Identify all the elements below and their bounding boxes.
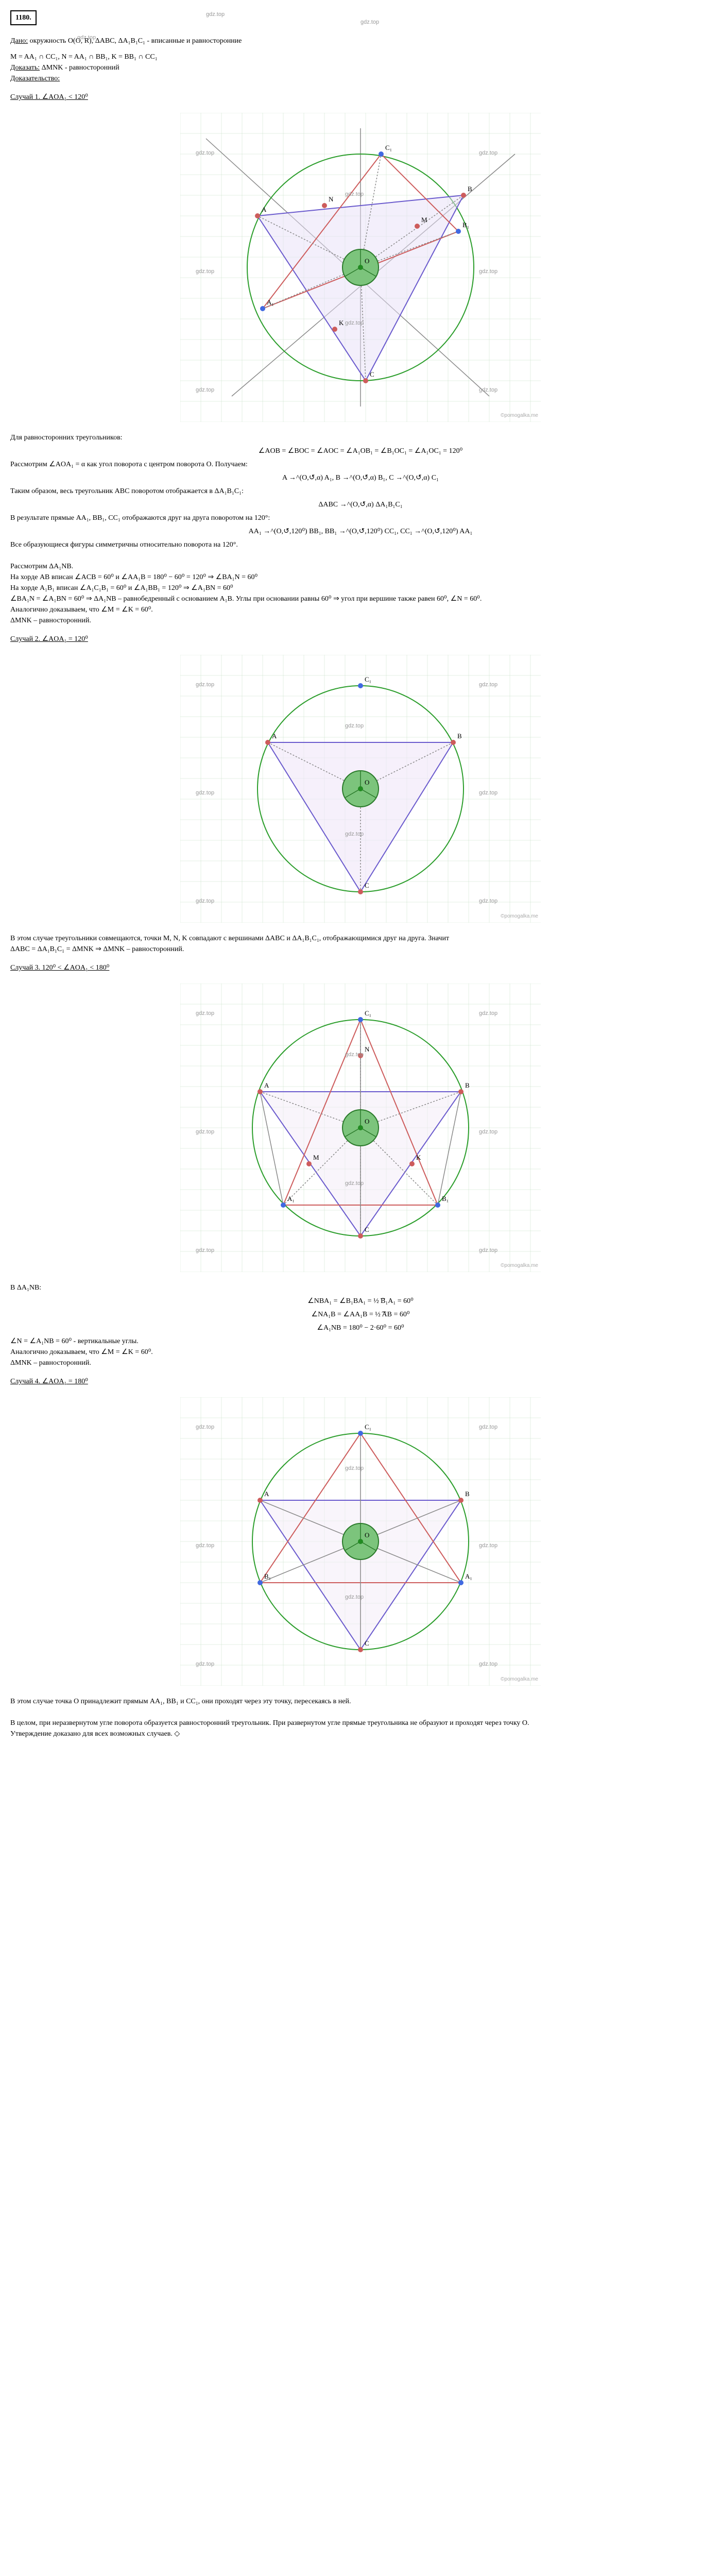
case1-header: Случай 1. ∠AOA₁ < 120⁰ xyxy=(10,92,711,103)
case1-text3: Таким образом, весь треугольник ABC пово… xyxy=(10,486,711,497)
given-label: Дано: xyxy=(10,37,28,45)
svg-text:N: N xyxy=(329,195,334,203)
case1-text9: ∠BA₁N = ∠A₁BN = 60⁰ ⇒ ΔA₁NB – равнобедре… xyxy=(10,594,711,604)
svg-text:N: N xyxy=(365,1045,370,1053)
conclusion-text2: Утверждение доказано для всех возможных … xyxy=(10,1728,711,1739)
svg-text:B: B xyxy=(465,1081,470,1089)
svg-text:B₁: B₁ xyxy=(462,221,469,229)
case2-header: Случай 2. ∠AOA₁ = 120⁰ xyxy=(10,634,711,645)
svg-text:M: M xyxy=(421,216,427,224)
prove-label: Доказать: xyxy=(10,64,40,72)
svg-text:C: C xyxy=(365,1226,369,1233)
case3-text2: ∠N = ∠A₁NB = 60⁰ - вертикальные углы. xyxy=(10,1336,711,1347)
svg-text:A₁: A₁ xyxy=(465,1572,472,1580)
case3-text1: В ΔA₁NB: xyxy=(10,1282,711,1293)
svg-text:A: A xyxy=(272,732,277,740)
svg-text:K: K xyxy=(416,1154,421,1161)
svg-text:A₁: A₁ xyxy=(287,1195,295,1202)
case4-diagram: ABCA₁B₁C₁O gdz.topgdz.topgdz.topgdz.topg… xyxy=(180,1397,541,1686)
svg-text:O: O xyxy=(365,1531,369,1539)
svg-text:C₁: C₁ xyxy=(365,1423,371,1431)
svg-text:C₁: C₁ xyxy=(385,144,392,151)
svg-text:A: A xyxy=(264,1490,269,1498)
definitions: M = AA₁ ∩ CC₁, N = AA₁ ∩ BB₁, K = BB₁ ∩ … xyxy=(10,52,711,62)
case2-text1: В этом случае треугольники совмещаются, … xyxy=(10,933,711,944)
svg-text:C₁: C₁ xyxy=(365,1009,371,1017)
case1-eq1: ∠AOB = ∠BOC = ∠AOC = ∠A₁OB₁ = ∠B₁OC₁ = ∠… xyxy=(10,446,711,456)
case4-svg: A B C A₁ B₁ C₁ O xyxy=(180,1397,541,1686)
case1-text8: На хорде A₁B₁ вписан ∠A₁C₁B₁ = 60⁰ и ∠A₁… xyxy=(10,583,711,594)
svg-text:B₁: B₁ xyxy=(442,1195,449,1202)
svg-text:C: C xyxy=(365,882,369,889)
svg-text:A₁: A₁ xyxy=(267,298,274,306)
svg-text:O: O xyxy=(365,1117,369,1125)
svg-text:O: O xyxy=(365,257,369,265)
svg-text:C: C xyxy=(370,370,374,378)
svg-text:O: O xyxy=(365,778,369,786)
svg-text:B: B xyxy=(468,185,472,193)
case3-eq1: ∠NBA₁ = ∠B₁BA₁ = ½ ͡B₁A₁ = 60⁰ xyxy=(10,1296,711,1307)
case1-text10: Аналогично доказываем, что ∠M = ∠K = 60⁰… xyxy=(10,604,711,615)
case1-eq3: ΔABC →^(O,↺,α) ΔA₁B₁C₁ xyxy=(10,499,711,510)
proof-label: Доказательство: xyxy=(10,73,711,84)
svg-text:A: A xyxy=(264,1081,269,1089)
case2-text2: ΔABC = ΔA₁B₁C₁ = ΔMNK ⇒ ΔMNK – равностор… xyxy=(10,944,711,955)
case3-header: Случай 3. 120⁰ < ∠AOA₁ < 180⁰ xyxy=(10,962,711,973)
svg-text:B: B xyxy=(457,732,462,740)
case3-eq2: ∠NA₁B = ∠AA₁B = ½ ͡AB = 60⁰ xyxy=(10,1309,711,1320)
given-section: Дано: окружность O(O, R), ΔABC, ΔA₁B₁C₁ … xyxy=(10,36,711,46)
case1-text11: ΔMNK – равносторонний. xyxy=(10,615,711,626)
document-container: 1180. gdz.topgdz.topgdz.top Дано: окружн… xyxy=(10,10,711,1739)
case3-eq3: ∠A₁NB = 180⁰ − 2·60⁰ = 60⁰ xyxy=(10,1323,711,1333)
case1-text4: В результате прямые AA₁, BB₁, CC₁ отобра… xyxy=(10,513,711,523)
case1-svg: A B C B₁ A₁ C₁ O N M K xyxy=(180,113,541,422)
svg-text:C₁: C₁ xyxy=(365,675,371,683)
case1-text7: На хорде AB вписан ∠ACB = 60⁰ и ∠AA₁B = … xyxy=(10,572,711,583)
conclusion-text1: В целом, при неразвернутом угле поворота… xyxy=(10,1718,711,1728)
copyright-2: ©pomogalka.me xyxy=(501,912,538,920)
copyright-4: ©pomogalka.me xyxy=(501,1675,538,1683)
svg-text:C: C xyxy=(365,1639,369,1647)
svg-text:B₁: B₁ xyxy=(264,1572,271,1580)
case1-text6: Рассмотрим ΔA₁NB. xyxy=(10,561,711,572)
svg-text:A: A xyxy=(262,206,267,213)
copyright-3: ©pomogalka.me xyxy=(501,1262,538,1269)
case3-diagram: ABCA₁B₁C₁ONMK gdz.topgdz.topgdz.topgdz.t… xyxy=(180,984,541,1272)
prove-section: Доказать: ΔMNK - равносторонний xyxy=(10,62,711,73)
case1-eq2: A →^(O,↺,α) A₁, B →^(O,↺,α) B₁, C →^(O,↺… xyxy=(10,472,711,483)
copyright-1: ©pomogalka.me xyxy=(501,412,538,419)
given-text: окружность O(O, R), ΔABC, ΔA₁B₁C₁ - впис… xyxy=(30,37,242,45)
case1-eq4: AA₁ →^(O,↺,120⁰) BB₁, BB₁ →^(O,↺,120⁰) C… xyxy=(10,526,711,537)
svg-text:M: M xyxy=(313,1154,319,1161)
case1-diagram: ABCB₁A₁C₁ONMK gdz.topgdz.topgdz.topgdz.t… xyxy=(180,113,541,422)
problem-number: 1180. xyxy=(10,10,37,25)
case1-text5: Все образующиеся фигуры симметричны отно… xyxy=(10,539,711,550)
prove-text: ΔMNK - равносторонний xyxy=(42,64,119,72)
case2-svg: A B C C₁ O xyxy=(180,655,541,923)
case2-diagram: ABCC₁O gdz.topgdz.topgdz.topgdz.topgdz.t… xyxy=(180,655,541,923)
case4-text1: В этом случае точка O принадлежит прямым… xyxy=(10,1696,711,1707)
case3-svg: A B C A₁ B₁ C₁ O N M K xyxy=(180,984,541,1272)
svg-text:B: B xyxy=(465,1490,470,1498)
case4-header: Случай 4. ∠AOA₁ = 180⁰ xyxy=(10,1376,711,1387)
svg-text:K: K xyxy=(339,319,344,327)
case1-text1: Для равносторонних треугольников: xyxy=(10,432,711,443)
case1-text2: Рассмотрим ∠AOA₁ = α как угол поворота с… xyxy=(10,459,711,470)
case3-text3: Аналогично доказываем, что ∠M = ∠K = 60⁰… xyxy=(10,1347,711,1358)
case3-text4: ΔMNK – равносторонний. xyxy=(10,1358,711,1368)
